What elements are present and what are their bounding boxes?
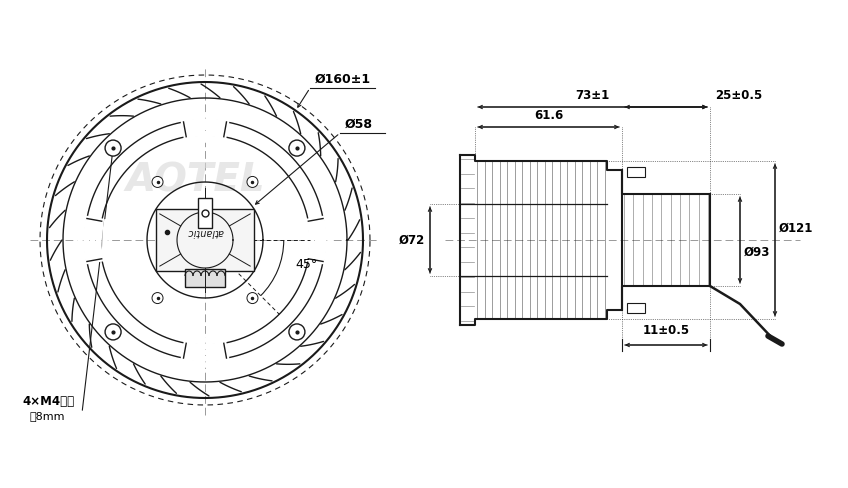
- Circle shape: [105, 324, 121, 340]
- Text: Ø160±1: Ø160±1: [315, 73, 371, 86]
- Circle shape: [152, 293, 163, 304]
- Bar: [198, 198, 212, 228]
- Bar: [627, 167, 645, 177]
- Bar: [627, 303, 645, 313]
- Text: atlantic: atlantic: [187, 227, 223, 237]
- Text: 深8mm: 深8mm: [30, 411, 65, 421]
- Circle shape: [289, 140, 305, 156]
- Circle shape: [247, 177, 258, 187]
- Bar: [185, 269, 225, 287]
- Text: Ø72: Ø72: [399, 233, 425, 246]
- Text: AOTEL: AOTEL: [126, 161, 265, 199]
- Text: 25±0.5: 25±0.5: [715, 89, 762, 102]
- Text: 4×M4盲孔: 4×M4盲孔: [22, 395, 74, 408]
- Text: Ø58: Ø58: [345, 118, 373, 131]
- Bar: [156, 209, 254, 271]
- Circle shape: [105, 140, 121, 156]
- Text: 73±1: 73±1: [576, 89, 610, 102]
- Text: 45°: 45°: [296, 258, 318, 271]
- Circle shape: [152, 177, 163, 187]
- Circle shape: [247, 293, 258, 304]
- Circle shape: [289, 324, 305, 340]
- Text: 61.6: 61.6: [534, 109, 563, 122]
- Text: Ø93: Ø93: [744, 245, 770, 259]
- Text: 11±0.5: 11±0.5: [643, 324, 689, 337]
- Text: Ø121: Ø121: [779, 222, 813, 235]
